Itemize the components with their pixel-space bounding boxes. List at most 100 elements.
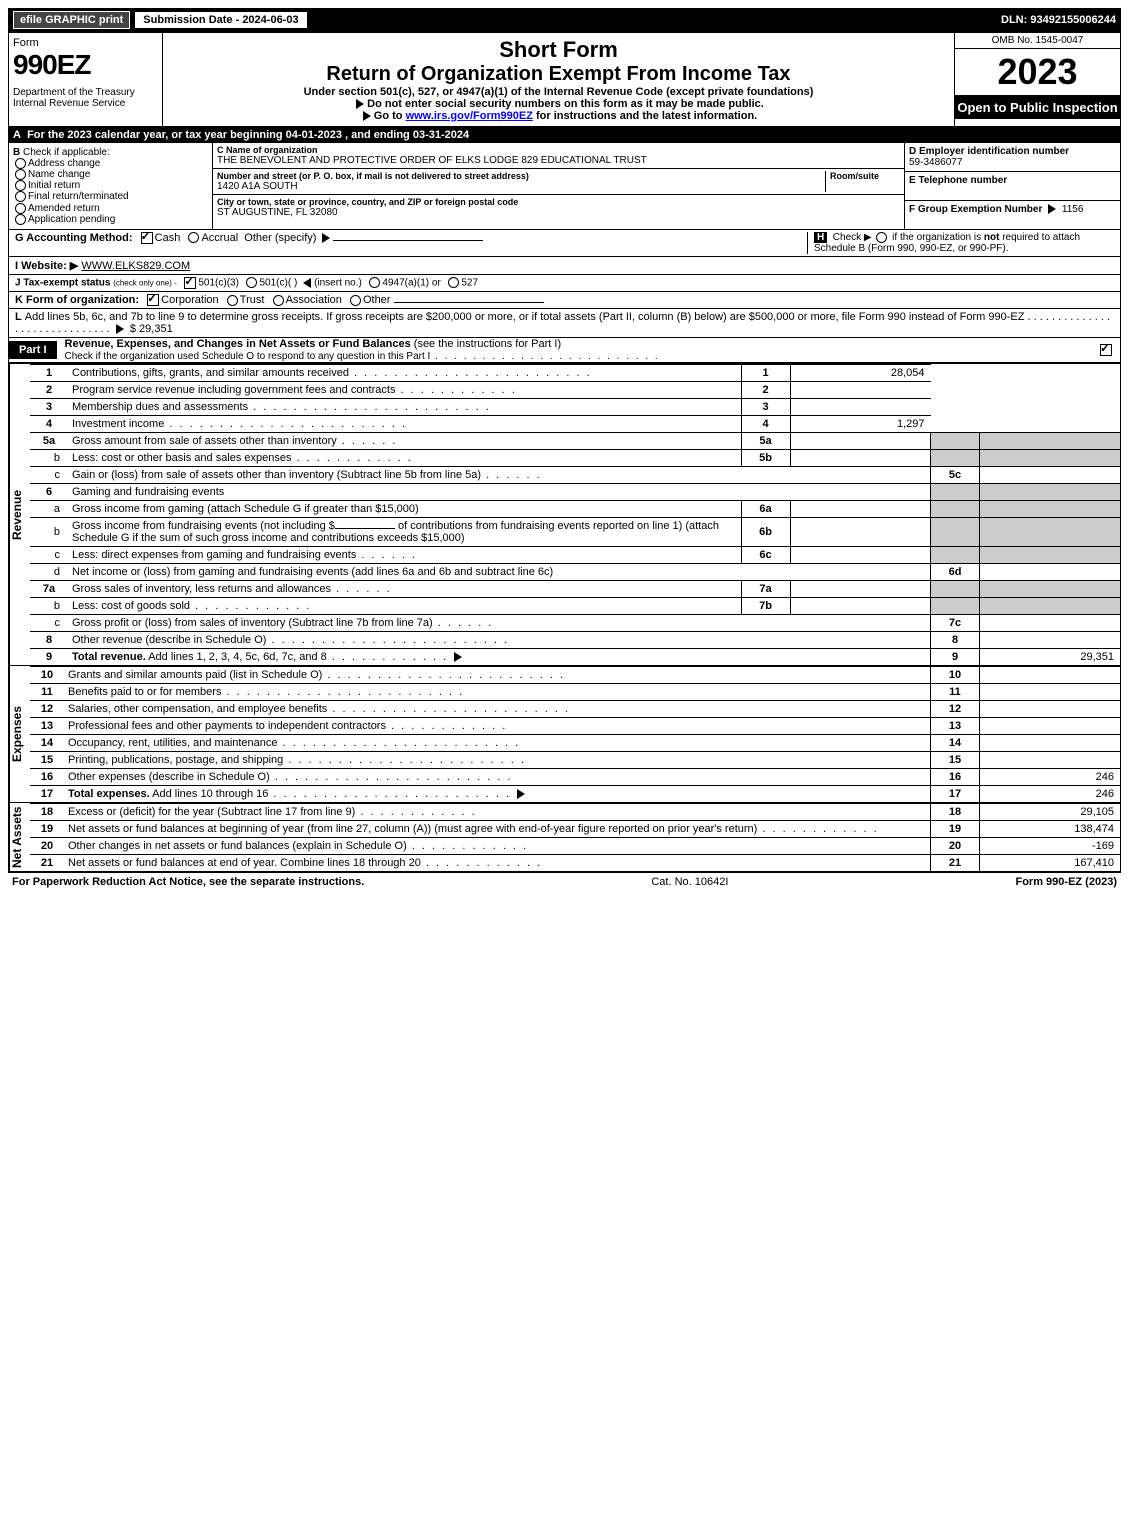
line-text: Less: cost of goods sold — [72, 600, 190, 612]
amt-13 — [980, 718, 1121, 735]
l-text: Add lines 5b, 6c, and 7b to line 9 to de… — [25, 311, 1025, 323]
initial-return-radio[interactable] — [15, 180, 26, 191]
amt-16: 246 — [980, 769, 1121, 786]
assoc-radio[interactable] — [273, 295, 284, 306]
c-city-label: City or town, state or province, country… — [217, 197, 900, 207]
d-label: D Employer identification number — [909, 146, 1069, 157]
dots — [757, 823, 878, 835]
website-value[interactable]: WWW.ELKS829.COM — [81, 260, 190, 272]
dots — [270, 771, 513, 783]
other-radio[interactable] — [350, 295, 361, 306]
form-title: Return of Organization Exempt From Incom… — [167, 63, 950, 86]
line-19: 19Net assets or fund balances at beginni… — [30, 821, 1120, 838]
expenses-table: 10Grants and similar amounts paid (list … — [30, 666, 1120, 802]
triangle-icon — [356, 99, 364, 109]
i-label: I Website: ▶ — [15, 260, 78, 272]
amt-21: 167,410 — [980, 855, 1121, 872]
dots — [190, 600, 311, 612]
omb-number: OMB No. 1545-0047 — [955, 33, 1120, 49]
open-inspection: Open to Public Inspection — [955, 96, 1120, 119]
triangle-icon — [454, 652, 462, 662]
net-assets-side-label: Net Assets — [9, 803, 30, 871]
line-text: Other changes in net assets or fund bala… — [68, 840, 407, 852]
c-addr-label: Number and street (or P. O. box, if mail… — [217, 171, 821, 181]
section-i: I Website: ▶ WWW.ELKS829.COM — [9, 257, 1120, 275]
name-change-radio[interactable] — [15, 169, 26, 180]
cash-checkbox[interactable] — [141, 232, 153, 244]
other-specify-input[interactable] — [333, 240, 483, 241]
line-text: Less: cost or other basis and sales expe… — [72, 452, 292, 464]
b-title: Check if applicable: — [23, 147, 110, 158]
amended-return-radio[interactable] — [15, 203, 26, 214]
k-other: Other — [363, 294, 391, 306]
line-text: Program service revenue including govern… — [72, 384, 395, 396]
trust-radio[interactable] — [227, 295, 238, 306]
line-6c: cLess: direct expenses from gaming and f… — [30, 547, 1120, 564]
amt-14 — [980, 735, 1121, 752]
irs-link[interactable]: www.irs.gov/Form990EZ — [406, 110, 533, 122]
amt-2 — [790, 382, 931, 399]
addr-change-radio[interactable] — [15, 158, 26, 169]
line-text: Add lines 10 through 16 — [150, 788, 269, 800]
dots — [322, 669, 565, 681]
dept-label: Department of the Treasury Internal Reve… — [13, 87, 158, 109]
header-center: Short Form Return of Organization Exempt… — [163, 33, 954, 126]
revenue-table: 1Contributions, gifts, grants, and simil… — [30, 364, 1120, 665]
expenses-side-label: Expenses — [9, 666, 30, 802]
accrual-radio[interactable] — [188, 232, 199, 243]
line-text: Gaming and fundraising events — [68, 484, 931, 501]
line-text: Contributions, gifts, grants, and simila… — [72, 367, 349, 379]
line-2: 2Program service revenue including gover… — [30, 382, 1120, 399]
dots — [433, 617, 494, 629]
corp-checkbox[interactable] — [147, 294, 159, 306]
501c3-checkbox[interactable] — [184, 277, 196, 289]
line-text: Salaries, other compensation, and employ… — [68, 703, 327, 715]
line-text: Net assets or fund balances at beginning… — [68, 823, 757, 835]
section-gh: G Accounting Method: Cash Accrual Other … — [9, 230, 1120, 257]
gross-receipts: $ 29,351 — [130, 323, 173, 335]
part1-title: Revenue, Expenses, and Changes in Net As… — [65, 338, 411, 350]
line-text: Professional fees and other payments to … — [68, 720, 386, 732]
amt-10 — [980, 667, 1121, 684]
final-return-radio[interactable] — [15, 191, 26, 202]
expenses-section: Expenses 10Grants and similar amounts pa… — [9, 665, 1120, 802]
form-word: Form — [13, 37, 158, 49]
b-opt5: Application pending — [28, 214, 115, 225]
g-cash: Cash — [155, 232, 181, 244]
fundraising-amount-input[interactable] — [335, 528, 395, 529]
revenue-section: Revenue 1Contributions, gifts, grants, a… — [9, 363, 1120, 665]
goto-line: Go to www.irs.gov/Form990EZ for instruct… — [167, 110, 950, 122]
efile-chip[interactable]: efile GRAPHIC print — [13, 11, 130, 29]
line-text: Membership dues and assessments — [72, 401, 248, 413]
501c-radio[interactable] — [246, 277, 257, 288]
form-number: 990EZ — [13, 49, 158, 81]
h-radio[interactable] — [876, 232, 887, 243]
line-text: Gross amount from sale of assets other t… — [72, 435, 337, 447]
line-6a: aGross income from gaming (attach Schedu… — [30, 501, 1120, 518]
line-text: Investment income — [72, 418, 164, 430]
dots — [292, 452, 413, 464]
dots — [421, 857, 542, 869]
amt-4: 1,297 — [790, 416, 931, 433]
section-def: D Employer identification number59-34860… — [904, 143, 1120, 229]
527-radio[interactable] — [448, 277, 459, 288]
top-bar: efile GRAPHIC print Submission Date - 20… — [8, 8, 1121, 32]
dots — [481, 469, 542, 481]
line-text: Gross sales of inventory, less returns a… — [72, 583, 331, 595]
b-opt4: Amended return — [28, 203, 100, 214]
section-c: C Name of organization THE BENEVOLENT AN… — [213, 143, 904, 229]
dots — [248, 401, 491, 413]
under-section: Under section 501(c), 527, or 4947(a)(1)… — [167, 86, 950, 98]
k-other-input[interactable] — [394, 302, 544, 303]
schedule-o-checkbox[interactable] — [1100, 344, 1112, 356]
4947-radio[interactable] — [369, 277, 380, 288]
amt-3 — [790, 399, 931, 416]
triangle-icon — [517, 789, 525, 799]
application-pending-radio[interactable] — [15, 214, 26, 225]
a-text: For the 2023 calendar year, or tax year … — [27, 129, 469, 141]
g-accrual: Accrual — [201, 232, 238, 244]
j-o1: 501(c)(3) — [198, 278, 239, 289]
page-footer: For Paperwork Reduction Act Notice, see … — [8, 873, 1121, 891]
line-5a: 5aGross amount from sale of assets other… — [30, 433, 1120, 450]
dots — [221, 686, 464, 698]
